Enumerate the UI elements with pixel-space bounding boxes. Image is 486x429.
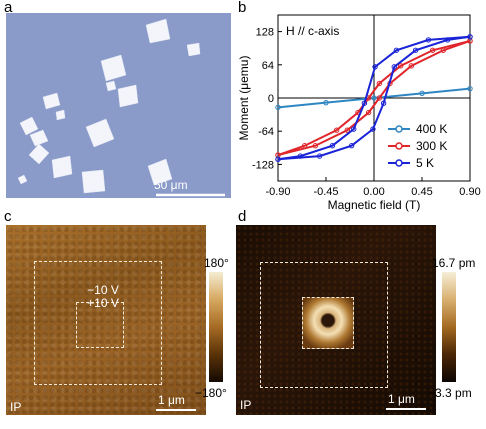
series-point-300k — [344, 127, 351, 133]
series-point-300k — [408, 63, 415, 69]
legend-label: 300 K — [416, 139, 447, 153]
flakes-illustration — [17, 18, 225, 197]
series-point-5k — [275, 156, 281, 162]
phase-colorbar — [209, 272, 223, 382]
x-tick-label: -0.90 — [265, 186, 290, 198]
series-point-5k — [412, 47, 419, 53]
series-line-300k — [277, 39, 471, 157]
series-point-400k — [419, 90, 425, 97]
series-point-300k — [440, 47, 447, 53]
inner-write-box — [76, 302, 124, 348]
y-tick-label: 64 — [262, 60, 274, 72]
mh-chart: -0.90 -0.45 0.00 0.45 0.90 -128 -64 0 64 128 Magne… — [237, 14, 481, 212]
scale-bar-label: 1 μm — [158, 393, 185, 407]
x-tick-label: 0.90 — [459, 186, 480, 198]
series-point-300k — [365, 109, 372, 116]
mode-label: IP — [240, 398, 252, 412]
legend-marker — [395, 142, 403, 150]
y-tick-label: -64 — [258, 126, 274, 138]
legend-marker — [395, 125, 403, 133]
series-point-5k — [361, 100, 368, 106]
inner-write-box — [302, 297, 354, 349]
colorbar-max-label: 180° — [204, 256, 229, 270]
series-point-5k — [372, 64, 378, 70]
series-point-300k — [429, 47, 436, 53]
scale-bar-line — [386, 408, 426, 410]
series-point-5k — [444, 37, 451, 43]
series-point-5k — [467, 34, 473, 40]
panel-letter-b: b — [238, 0, 247, 16]
y-tick-label: 128 — [256, 27, 274, 39]
x-axis-label: Magnetic field (T) — [328, 198, 421, 212]
amplitude-colorbar — [442, 272, 456, 382]
series-point-5k — [329, 143, 336, 149]
series-point-300k — [333, 127, 340, 133]
panel-letter-c: c — [4, 208, 12, 225]
panel-letter-a: a — [4, 0, 13, 16]
colorbar-min-label: −180° — [195, 386, 227, 400]
outer-write-box — [260, 262, 388, 388]
inner-voltage-label: +10 V — [87, 296, 119, 310]
mode-label: IP — [10, 400, 22, 414]
series-point-5k — [391, 64, 397, 70]
series-point-5k — [316, 153, 323, 159]
series-point-5k — [393, 47, 400, 53]
series-point-400k — [467, 85, 473, 92]
y-tick-label: -128 — [252, 159, 274, 171]
series-point-400k — [371, 95, 377, 101]
field-direction-annotation: H // c-axis — [286, 24, 339, 38]
series-point-400k — [275, 104, 281, 111]
pfm-phase-image: −10 V +10 V IP 1 μm — [6, 225, 206, 415]
series-point-400k — [323, 99, 329, 106]
scale-bar-label: 50 μm — [154, 178, 188, 192]
scale-bar-line — [156, 409, 196, 411]
series-point-300k — [376, 80, 383, 87]
pfm-amplitude-image: IP 1 μm — [236, 225, 436, 415]
optical-micrograph: 50 μm — [6, 13, 231, 198]
y-tick-label: 0 — [268, 93, 274, 105]
colorbar-min-label: −3.3 pm — [428, 386, 472, 400]
series-point-5k — [348, 143, 355, 149]
series-point-5k — [380, 100, 387, 106]
series-point-300k — [397, 63, 404, 69]
legend-label: 400 K — [416, 122, 447, 136]
panel-letter-d: d — [238, 208, 247, 225]
x-tick-label: -0.45 — [313, 186, 338, 198]
series-line-5k — [277, 35, 471, 161]
series-point-5k — [370, 126, 376, 132]
scale-bar-label: 1 μm — [388, 392, 415, 406]
series-point-5k — [425, 37, 432, 43]
series-point-300k — [312, 143, 319, 149]
outer-voltage-label: −10 V — [87, 283, 119, 297]
colorbar-max-label: 16.7 pm — [432, 256, 476, 270]
x-tick-label: 0.00 — [363, 186, 384, 198]
legend-label: 5 K — [416, 156, 434, 170]
series-line-5k — [277, 35, 471, 161]
outer-write-box — [34, 261, 162, 385]
series-line-300k — [277, 39, 471, 157]
y-axis-label: Moment (μemu) — [237, 56, 251, 141]
legend-marker — [395, 159, 403, 167]
series-point-5k — [351, 126, 357, 132]
series-point-300k — [376, 95, 383, 101]
series-line-400k — [277, 87, 471, 109]
x-tick-label: 0.45 — [411, 186, 432, 198]
